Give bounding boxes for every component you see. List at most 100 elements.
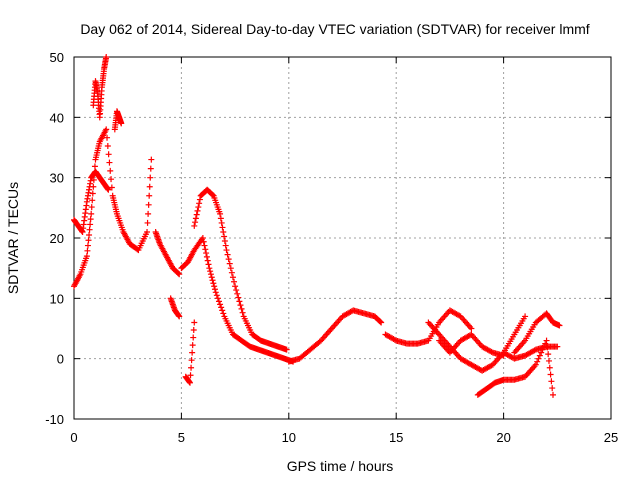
data-point [209,192,216,199]
data-point [103,54,110,60]
data-point [378,319,385,326]
data-point [189,349,196,356]
data-point [147,165,154,172]
data-point [192,215,199,222]
data-point [194,207,201,214]
data-point [207,268,214,275]
data-point [532,361,539,368]
data-point [231,278,238,285]
series-track-f [167,295,183,320]
data-point [118,120,125,127]
data-point [188,364,195,371]
data-point [104,134,111,141]
data-point [217,210,224,217]
data-point [106,159,113,166]
data-point [547,371,554,378]
data-point [545,351,552,358]
data-point [488,348,495,355]
data-point [145,210,152,217]
data-point [554,343,561,350]
data-point [191,222,198,229]
series-track-i [182,319,198,386]
data-point [199,235,206,241]
data-point [89,190,96,197]
data-point [236,298,243,305]
data-point [192,219,199,226]
data-point [201,242,208,249]
data-point [391,336,398,343]
data-point [175,270,182,277]
data-point [88,210,95,217]
data-point [144,228,151,235]
data-point [238,305,245,312]
chart-title: Day 062 of 2014, Sidereal Day-to-day VTE… [80,21,589,37]
data-point [212,289,219,296]
data-point [239,309,246,316]
data-point [84,242,91,249]
data-point [202,246,209,253]
data-point [316,338,323,345]
data-point [86,226,93,233]
data-point [189,342,196,349]
data-point [224,251,231,258]
data-point [88,204,95,211]
data-point [87,216,94,223]
data-point [228,269,235,276]
data-point [83,253,90,260]
data-point [536,352,543,359]
data-point [556,322,563,329]
data-point [146,183,153,190]
data-point [176,271,183,278]
data-point [211,283,218,290]
x-tick-label: 15 [389,430,403,445]
data-point [217,215,224,222]
data-point [531,347,538,354]
data-point [233,287,240,294]
x-tick-label: 20 [496,430,510,445]
series-track-j [285,307,385,365]
data-point [548,378,555,385]
data-point [145,201,152,208]
data-point [190,334,197,341]
y-tick-label: 0 [57,352,64,367]
data-point [213,292,220,299]
y-tick-label: 20 [50,231,64,246]
data-point [200,238,207,245]
data-point [550,391,557,398]
axis-ticks: 0 5 10 15 20 25 -10 0 10 20 30 40 50 [45,50,618,445]
y-tick-label: 30 [50,171,64,186]
x-tick-label: 5 [178,430,185,445]
data-point [219,307,226,314]
data-point [221,233,228,240]
data-point [148,156,155,163]
series-track-o [511,310,563,356]
data-point [232,283,239,290]
data-point [214,295,221,302]
series-track-a [71,126,155,290]
series-track-g [178,235,297,365]
data-point [546,364,553,371]
data-point [229,274,236,281]
data-point [206,265,213,272]
data-point [549,385,556,392]
series-track-n [474,337,557,398]
data-point [227,265,234,272]
data-point [107,167,114,174]
data-point [103,126,110,133]
x-axis-title: GPS time / hours [287,458,394,474]
data-point [207,271,214,278]
y-tick-label: 40 [50,110,64,125]
series-track-p [500,343,561,362]
data-point [84,247,91,254]
series-track-m [436,331,507,359]
data-point [85,237,92,244]
data-point [534,358,541,365]
data-point [468,325,475,332]
data-point [104,142,111,149]
data-point [211,286,218,293]
data-point [545,357,552,364]
data-point [218,219,225,226]
data-points [71,54,563,398]
data-point [208,274,215,281]
